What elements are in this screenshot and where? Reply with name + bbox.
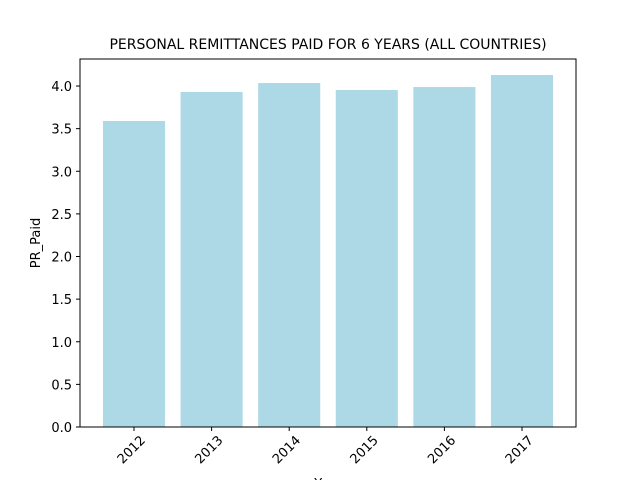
- x-tick-label: 2012: [115, 433, 149, 467]
- y-tick-label: 1.0: [51, 336, 72, 351]
- y-tick-label: 3.5: [51, 123, 72, 138]
- x-tick-label: 2015: [348, 433, 382, 467]
- x-tick-label: 2013: [192, 433, 226, 467]
- y-axis-label: PR_Paid: [29, 218, 44, 268]
- y-tick-label: 0.5: [51, 378, 72, 393]
- y-tick-label: 2.0: [51, 251, 72, 266]
- bar: [490, 75, 554, 428]
- y-tick-label: 1.5: [51, 293, 72, 308]
- x-axis-label: Year: [313, 477, 342, 480]
- x-tick-label: 2017: [503, 433, 537, 467]
- x-tick-label: 2014: [270, 433, 304, 467]
- y-tick-label: 3.0: [51, 165, 72, 180]
- title-background: [66, 34, 590, 54]
- y-tick-label: 2.5: [51, 208, 72, 223]
- bar: [258, 83, 321, 428]
- bar: [413, 87, 476, 427]
- y-tick-label: 4.0: [51, 80, 72, 95]
- bar: [180, 91, 243, 428]
- bar: [102, 120, 166, 428]
- y-tick-label: 0.0: [51, 421, 72, 436]
- bar: [335, 90, 398, 427]
- x-tick-label: 2016: [425, 433, 459, 467]
- plot-frame: [79, 58, 577, 428]
- chart-title: PERSONAL REMITTANCES PAID FOR 6 YEARS (A…: [109, 37, 546, 53]
